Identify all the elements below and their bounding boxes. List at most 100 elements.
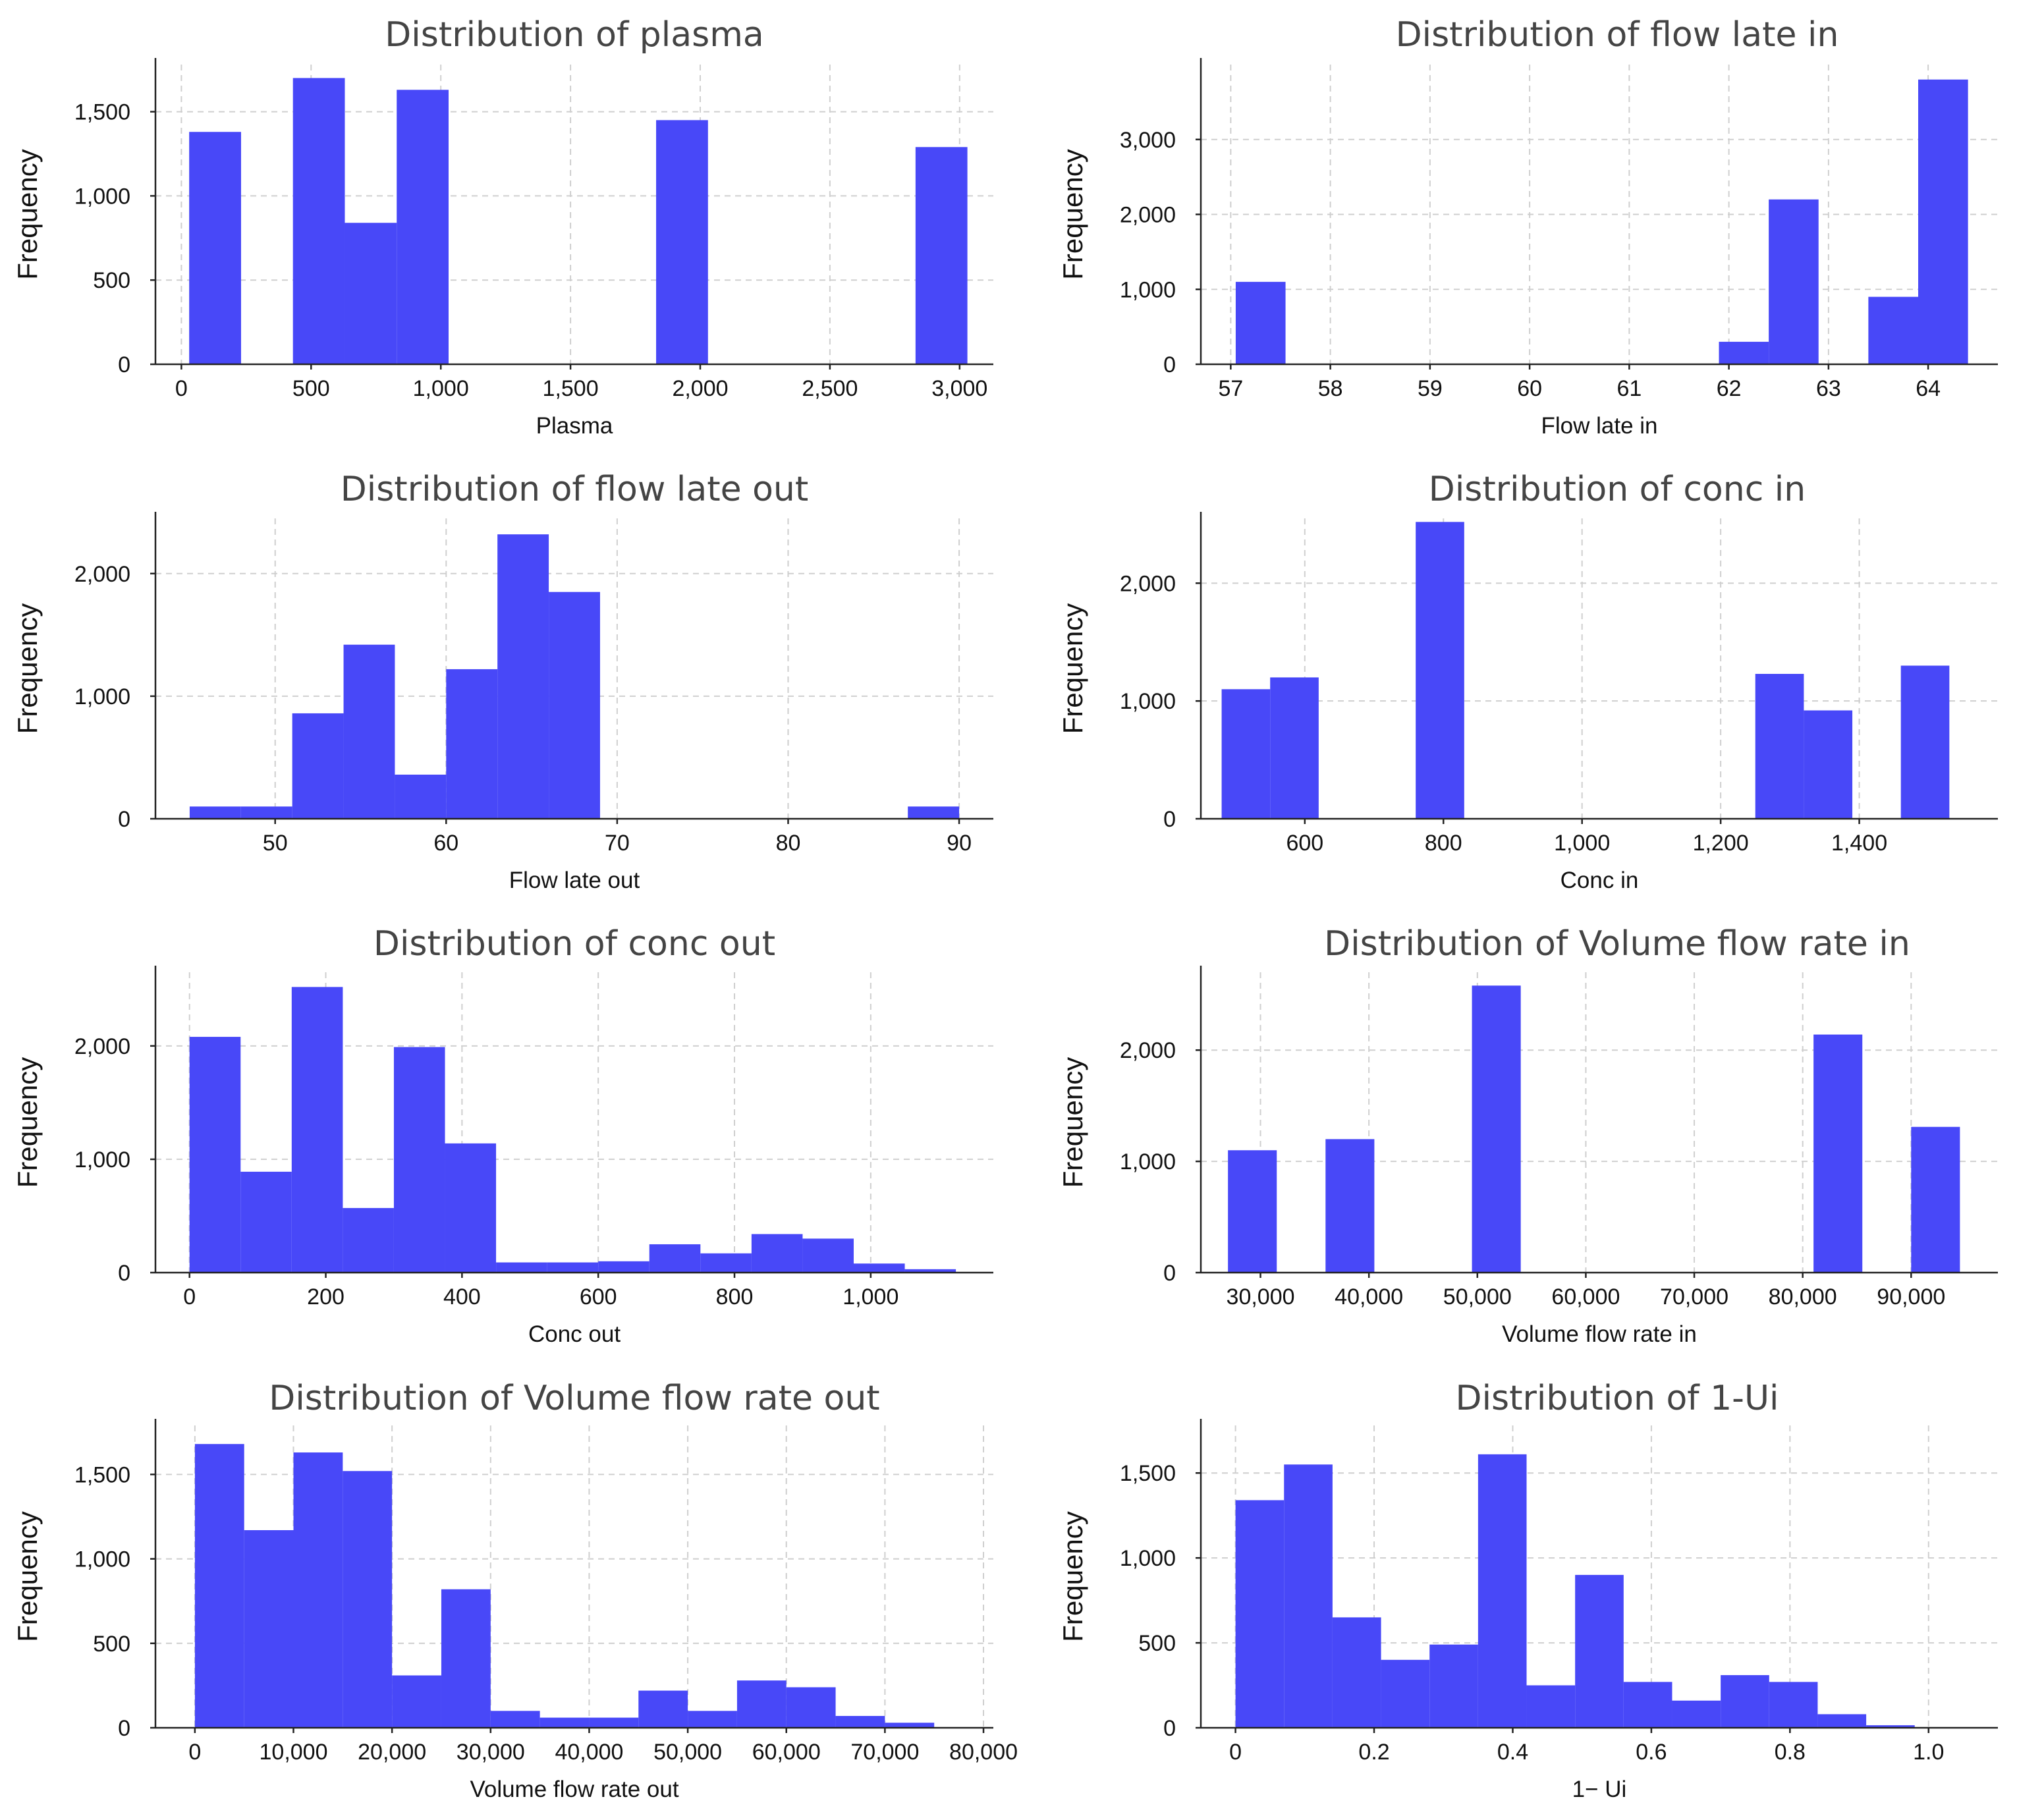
- histogram-bar: [547, 1262, 599, 1273]
- y-tick-label: 0: [1163, 807, 1176, 832]
- histogram-bar: [1804, 710, 1853, 819]
- chart-title: Distribution of 1-Ui: [1456, 1379, 1779, 1418]
- chart-flow-late-in: 57 58 59 60 61 62 63 64 0 1,000 2,000 3,000 Distribu…: [1028, 0, 2044, 455]
- histogram-bar: [908, 806, 960, 819]
- histogram-bar: [1575, 1574, 1624, 1728]
- chart-svg-conc-in: 600 800 1,000 1,200 1,400 0 1,000 2,000 Distribu…: [1057, 470, 1998, 893]
- x-tick-label: 0.6: [1636, 1740, 1667, 1765]
- x-tick-label: 0.4: [1497, 1740, 1528, 1765]
- chart-volume-flow-rate-out: 0 10,000 20,000 30,000 40,000 50,000 60,000 70,…: [0, 1364, 1028, 1820]
- x-tick-label: 30,000: [1227, 1284, 1295, 1310]
- histogram-bar: [656, 120, 708, 364]
- y-tick-label: 1,000: [1120, 277, 1176, 302]
- y-axis-label: Frequency: [1057, 603, 1088, 734]
- histogram-bar: [1325, 1139, 1375, 1273]
- histogram-bar: [292, 713, 344, 819]
- x-tick-label: 200: [307, 1284, 345, 1310]
- histogram-bar: [397, 90, 449, 364]
- chart-svg-flow-late-out: 50 60 70 80 90 0 1,000 2,000 Distribution of flo…: [12, 470, 993, 893]
- y-tick-label: 1,000: [1120, 689, 1176, 714]
- x-tick-label: 64: [1916, 376, 1941, 401]
- y-tick-label: 3,000: [1120, 128, 1176, 153]
- x-tick-label: 10,000: [260, 1740, 328, 1765]
- y-tick-label: 500: [93, 268, 130, 293]
- y-tick-label: 1,000: [74, 1547, 130, 1572]
- histogram-bar: [189, 1037, 241, 1273]
- histogram-bar: [1755, 674, 1804, 819]
- histogram-bar: [189, 806, 241, 819]
- x-tick-label: 1,000: [842, 1284, 898, 1310]
- histogram-bar: [1478, 1454, 1527, 1728]
- x-tick-label: 800: [716, 1284, 754, 1310]
- x-tick-label: 50: [263, 831, 288, 856]
- x-tick-label: 0.8: [1775, 1740, 1806, 1765]
- y-axis-label: Frequency: [12, 603, 43, 734]
- histogram-bar: [1429, 1644, 1478, 1728]
- x-tick-label: 58: [1318, 376, 1343, 401]
- histogram-bar: [1672, 1700, 1721, 1728]
- y-tick-label: 1,500: [74, 100, 130, 125]
- x-tick-label: 2,000: [672, 376, 728, 401]
- histogram-bar: [638, 1690, 688, 1728]
- x-tick-label: 600: [1286, 831, 1323, 856]
- x-tick-label: 60: [433, 831, 458, 856]
- chart-flow-late-out: 50 60 70 80 90 0 1,000 2,000 Distribution of flo…: [0, 455, 1028, 909]
- chart-title: Distribution of flow late in: [1396, 15, 1839, 55]
- histogram-bar: [293, 1452, 343, 1728]
- histogram-bar: [1911, 1126, 1960, 1273]
- histogram-bar: [1381, 1659, 1430, 1728]
- chart-1-ui: 0 0.2 0.4 0.6 0.8 1.0 0 500 1,000 1,500 Distributi…: [1028, 1364, 2044, 1820]
- x-tick-label: 60,000: [752, 1740, 821, 1765]
- y-tick-label: 2,000: [1120, 1038, 1176, 1063]
- histogram-bar: [393, 1047, 445, 1273]
- histogram-bar: [441, 1589, 491, 1728]
- histogram-bar: [736, 1680, 787, 1728]
- histogram-bar: [1813, 1034, 1863, 1273]
- y-tick-label: 0: [1163, 1261, 1176, 1286]
- y-tick-label: 1,500: [74, 1462, 130, 1487]
- chart-title: Distribution of plasma: [385, 15, 763, 55]
- histogram-bar: [885, 1723, 935, 1728]
- histogram-bar: [786, 1687, 836, 1728]
- x-tick-label: 59: [1418, 376, 1443, 401]
- y-tick-label: 2,000: [1120, 203, 1176, 228]
- histogram-bar: [1221, 689, 1271, 819]
- histogram-bar: [496, 1262, 547, 1273]
- histogram-bar: [1866, 1725, 1915, 1728]
- histogram-bar: [598, 1261, 649, 1273]
- histogram-bar: [194, 1444, 244, 1728]
- y-tick-label: 0: [118, 1261, 130, 1286]
- x-tick-label: 0.2: [1358, 1740, 1389, 1765]
- y-axis-label: Frequency: [1057, 1057, 1088, 1188]
- histogram-bar: [1235, 281, 1286, 364]
- x-tick-label: 600: [580, 1284, 617, 1310]
- histogram-bar: [802, 1238, 854, 1273]
- histogram-bar: [1721, 1675, 1769, 1728]
- chart-conc-in: 600 800 1,000 1,200 1,400 0 1,000 2,000 Distribu…: [1028, 455, 2044, 909]
- x-tick-label: 2,500: [802, 376, 858, 401]
- histogram-bar: [1900, 665, 1950, 819]
- x-axis-label: 1− Ui: [1572, 1777, 1627, 1802]
- chart-title: Distribution of conc in: [1429, 470, 1806, 509]
- histogram-bar: [688, 1711, 737, 1728]
- y-tick-label: 0: [118, 352, 130, 377]
- x-tick-label: 1,500: [543, 376, 599, 401]
- x-tick-label: 1,000: [1554, 831, 1610, 856]
- histogram-bar: [1416, 522, 1464, 819]
- histogram-bar: [1228, 1150, 1277, 1273]
- histogram-bar: [189, 132, 241, 364]
- chart-title: Distribution of Volume flow rate out: [269, 1379, 879, 1418]
- y-tick-label: 1,000: [74, 1147, 130, 1172]
- y-tick-label: 0: [118, 1716, 130, 1741]
- histogram-bar: [1719, 341, 1769, 364]
- chart-title: Distribution of flow late out: [341, 470, 809, 509]
- histogram-bar: [1270, 677, 1319, 819]
- x-axis-label: Conc out: [528, 1321, 621, 1347]
- histogram-bar: [854, 1263, 905, 1273]
- histogram-bar: [343, 1207, 394, 1273]
- x-tick-label: 90: [947, 831, 972, 856]
- histogram-bar: [445, 1143, 497, 1273]
- x-tick-label: 0: [183, 1284, 196, 1310]
- x-tick-label: 70,000: [850, 1740, 919, 1765]
